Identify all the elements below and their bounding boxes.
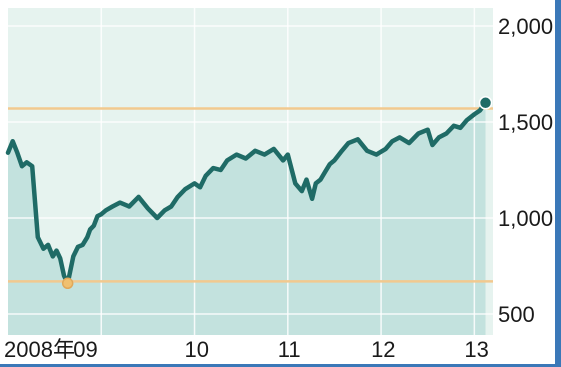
y-tick-label: 1,500	[498, 110, 553, 135]
x-tick-label: 13	[464, 337, 488, 362]
low-point-marker	[61, 277, 74, 290]
bottom-border	[0, 364, 561, 367]
x-tick-label: 12	[371, 337, 395, 362]
right-border	[555, 0, 561, 367]
x-tick-label: 10	[185, 337, 209, 362]
x-tick-label: 09	[73, 337, 97, 362]
y-tick-label: 500	[498, 302, 535, 327]
x-tick-label: 2008年	[4, 337, 75, 362]
latest-point-marker	[478, 96, 493, 110]
y-tick-label: 1,000	[498, 206, 553, 231]
series-area	[8, 102, 486, 335]
x-tick-label: 11	[278, 337, 301, 362]
y-tick-label: 2,000	[498, 14, 553, 39]
